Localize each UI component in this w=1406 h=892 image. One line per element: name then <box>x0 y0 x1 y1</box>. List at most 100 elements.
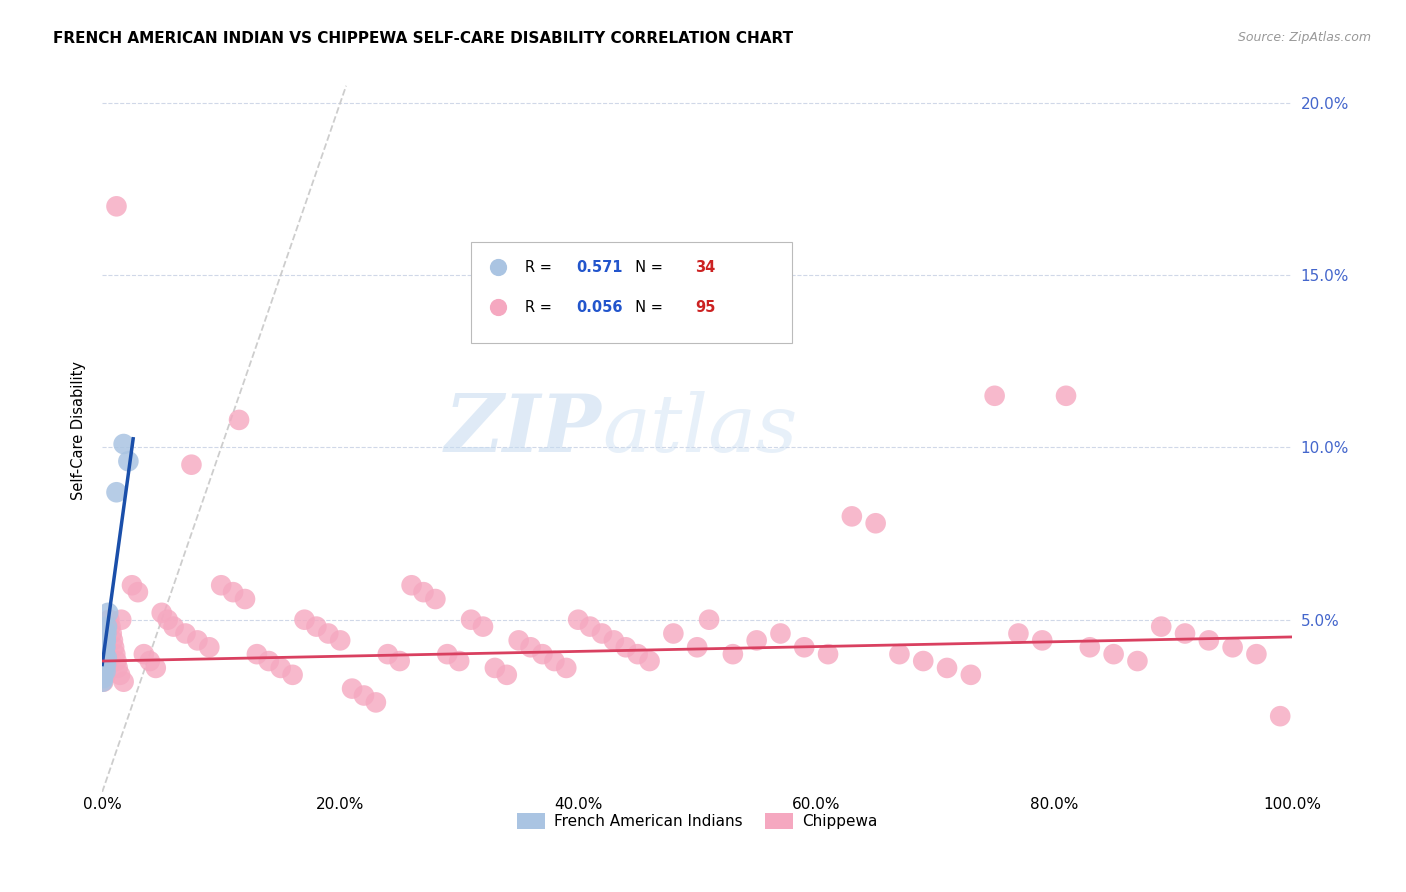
Point <box>91 671 114 685</box>
Point <box>93 661 115 675</box>
Point <box>112 437 135 451</box>
Point <box>793 640 815 655</box>
Point <box>1246 647 1268 661</box>
Point <box>93 674 115 689</box>
Point <box>936 661 959 675</box>
Point <box>132 647 155 661</box>
FancyBboxPatch shape <box>471 242 793 343</box>
Point <box>519 640 541 655</box>
Point <box>484 661 506 675</box>
Text: R =: R = <box>524 260 557 275</box>
Point <box>107 661 129 675</box>
Point <box>603 633 626 648</box>
Point <box>94 640 117 655</box>
Point <box>93 644 115 658</box>
Point <box>117 454 139 468</box>
Point <box>412 585 434 599</box>
Point <box>401 578 423 592</box>
Point <box>817 647 839 661</box>
Point <box>769 626 792 640</box>
Point <box>150 606 173 620</box>
Point <box>508 633 530 648</box>
Point <box>101 633 124 648</box>
Point <box>686 640 709 655</box>
Point <box>96 626 118 640</box>
Point <box>889 647 911 661</box>
Point <box>294 613 316 627</box>
Point <box>105 199 128 213</box>
Point <box>1054 389 1077 403</box>
Point <box>531 647 554 661</box>
Point <box>93 654 115 668</box>
Point <box>93 647 115 661</box>
Point <box>340 681 363 696</box>
Point <box>112 674 135 689</box>
Point <box>1150 619 1173 633</box>
Point <box>865 516 887 531</box>
Point <box>959 668 981 682</box>
Point <box>579 619 602 633</box>
Point <box>222 585 245 599</box>
Point <box>377 647 399 661</box>
Point <box>100 626 122 640</box>
Point <box>745 633 768 648</box>
Point <box>495 668 517 682</box>
Point <box>912 654 935 668</box>
Point <box>1270 709 1292 723</box>
Point <box>1126 654 1149 668</box>
Point <box>614 640 637 655</box>
Point <box>257 654 280 668</box>
Point <box>662 626 685 640</box>
Point <box>638 654 661 668</box>
Point <box>1031 633 1053 648</box>
Point <box>91 661 114 675</box>
Y-axis label: Self-Care Disability: Self-Care Disability <box>72 360 86 500</box>
Point <box>94 640 117 655</box>
Text: 0.571: 0.571 <box>576 260 623 275</box>
Point <box>316 626 339 640</box>
Point <box>97 606 120 620</box>
Point <box>105 654 128 668</box>
Point <box>91 674 114 689</box>
Point <box>281 668 304 682</box>
Point <box>1078 640 1101 655</box>
Point <box>94 633 117 648</box>
Point <box>139 654 162 668</box>
Point <box>91 654 114 668</box>
Point <box>93 630 115 644</box>
Point <box>94 657 117 672</box>
Point <box>104 647 127 661</box>
Point <box>93 647 115 661</box>
Point <box>93 650 115 665</box>
Point <box>156 613 179 627</box>
Point <box>98 613 121 627</box>
Text: N =: N = <box>626 300 668 315</box>
Point <box>93 654 115 668</box>
Text: R =: R = <box>524 300 557 315</box>
Point <box>1222 640 1244 655</box>
Point <box>1174 626 1197 640</box>
Point <box>94 633 117 648</box>
Text: N =: N = <box>626 260 668 275</box>
Text: Source: ZipAtlas.com: Source: ZipAtlas.com <box>1237 31 1371 45</box>
Point <box>555 661 578 675</box>
Point <box>103 640 125 655</box>
Point <box>94 665 117 679</box>
Point <box>228 413 250 427</box>
Point <box>91 668 114 682</box>
Point <box>305 619 328 633</box>
Point <box>121 578 143 592</box>
Point <box>1102 647 1125 661</box>
Point <box>180 458 202 472</box>
Point <box>329 633 352 648</box>
Text: 34: 34 <box>695 260 716 275</box>
Point <box>198 640 221 655</box>
Point <box>721 647 744 661</box>
Point <box>94 623 117 637</box>
Point <box>100 619 122 633</box>
Point <box>93 637 115 651</box>
Text: ZIP: ZIP <box>446 392 602 469</box>
Point <box>1198 633 1220 648</box>
Point <box>97 654 120 668</box>
Point <box>105 485 128 500</box>
